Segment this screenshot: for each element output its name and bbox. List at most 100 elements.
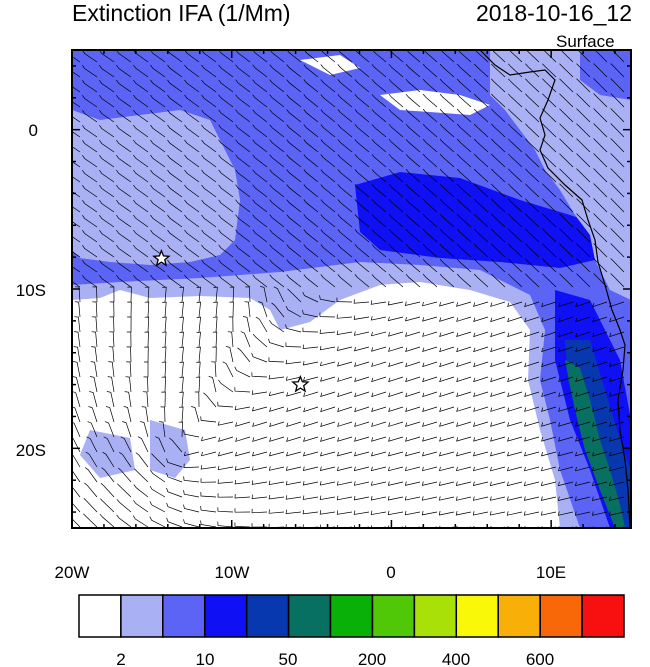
wind-barb (179, 316, 184, 333)
wind-barb (201, 274, 217, 288)
wind-barb (388, 421, 404, 427)
wind-barb (609, 361, 625, 368)
wind-barb (286, 124, 302, 138)
wind-barb (302, 344, 319, 349)
wind-barb (109, 286, 115, 303)
wind-barb (218, 154, 234, 168)
wind-barb (575, 376, 591, 383)
wind-barb (133, 229, 149, 243)
wind-barb (525, 228, 540, 243)
wind-barb (592, 346, 608, 353)
wind-barb (353, 299, 370, 304)
wind-barb (320, 79, 336, 93)
wind-barb (610, 138, 625, 153)
wind-barb (116, 199, 132, 213)
wind-barb (150, 154, 166, 168)
wind-barb (422, 108, 438, 123)
wind-barb (235, 274, 251, 288)
wind-barb (370, 481, 387, 486)
wind-barb (302, 451, 319, 457)
wind-barb (354, 124, 370, 138)
wind-barb (100, 498, 115, 513)
wind-barb (507, 301, 523, 308)
wind-barb (303, 154, 319, 168)
wind-barb (387, 481, 404, 486)
wind-barb (422, 243, 438, 258)
wind-barb (592, 421, 608, 427)
wind-barb (72, 161, 81, 168)
wind-barb (201, 259, 217, 273)
wind-barb (218, 214, 234, 228)
wind-barb (593, 273, 608, 288)
wind-barb (72, 266, 81, 273)
wind-barb (201, 184, 217, 198)
wind-barb (508, 168, 523, 183)
wind-barb (222, 361, 234, 378)
wind-barb (73, 361, 81, 378)
wind-barb (473, 243, 489, 258)
wind-barb (268, 466, 285, 471)
wind-barb (201, 169, 217, 183)
wind-barb (167, 109, 183, 123)
wind-barb (144, 346, 149, 363)
wind-barb (218, 184, 234, 198)
wind-barb (540, 496, 557, 501)
wind-barb (260, 286, 268, 303)
wind-barb (576, 93, 591, 108)
wind-barb (320, 94, 336, 108)
wind-barb (508, 50, 523, 63)
wind-barb (558, 331, 574, 338)
wind-barb (268, 338, 285, 348)
wind-barb (162, 286, 167, 303)
wind-barb (370, 300, 387, 305)
wind-barb (456, 361, 472, 368)
wind-barb (490, 406, 506, 412)
wind-barb (473, 63, 489, 78)
wind-barb (74, 301, 81, 318)
wind-barb (319, 510, 336, 515)
field-light-patch2 (80, 430, 135, 478)
wind-barb (218, 199, 234, 213)
wind-barb (336, 495, 353, 501)
wind-barb (268, 494, 285, 500)
wind-barb (251, 390, 268, 395)
wind-barb (371, 376, 387, 383)
wind-barb (303, 94, 319, 108)
wind-barb (337, 436, 353, 442)
wind-barb (354, 274, 370, 288)
wind-barb (150, 469, 166, 483)
wind-barb (456, 346, 472, 353)
wind-barb (235, 199, 251, 213)
wind-barb (149, 501, 166, 513)
wind-barb (99, 259, 115, 273)
wind-barb (422, 376, 438, 383)
wind-barb (491, 213, 506, 228)
wind-barb (167, 184, 183, 198)
wind-barb (576, 138, 591, 153)
wind-barb (439, 376, 455, 383)
wind-barb (542, 258, 557, 273)
wind-barb (577, 50, 591, 63)
wind-barb (320, 124, 336, 138)
wind-barb (525, 108, 540, 123)
wind-barb (117, 467, 132, 483)
wind-barb (74, 316, 81, 333)
wind-barb (388, 228, 404, 243)
wind-barb (252, 64, 268, 78)
wind-barb (286, 154, 302, 168)
wind-barb (473, 376, 489, 383)
wind-barb (609, 331, 625, 338)
wind-barb (541, 406, 557, 412)
wind-barb (286, 421, 302, 428)
wind-barb (99, 199, 115, 213)
wind-barb (473, 391, 489, 398)
wind-barb (439, 183, 455, 198)
wind-barb (473, 361, 489, 368)
wind-barb (125, 376, 132, 393)
wind-barb (353, 451, 370, 457)
wind-barb (72, 176, 81, 183)
wind-barb (218, 64, 234, 78)
wind-barb (371, 421, 387, 427)
wind-barb (439, 361, 455, 368)
wind-barb (285, 451, 302, 457)
